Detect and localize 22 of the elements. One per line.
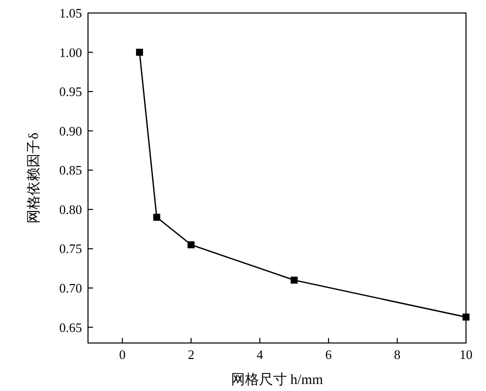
x-tick-label: 0 (119, 347, 126, 362)
x-tick-label: 8 (394, 347, 401, 362)
y-tick-label: 1.00 (59, 44, 82, 60)
x-tick-label: 10 (460, 347, 472, 362)
y-tick-label: 0.75 (59, 241, 82, 256)
point (290, 276, 298, 284)
y-axis-title: 网格依赖因子δ (26, 132, 42, 224)
y-tick-label: 0.65 (59, 320, 82, 335)
point (136, 48, 144, 56)
y-tick-label: 0.90 (59, 123, 82, 138)
y-tick-label: 0.70 (59, 280, 82, 296)
point (462, 314, 470, 321)
point (153, 214, 160, 221)
x-tick-label: 2 (188, 347, 194, 362)
y-tick-label: 1.05 (59, 6, 82, 20)
x-tick-label: 4 (256, 347, 264, 362)
y-tick-label: 0.85 (59, 162, 82, 178)
x-axis-title: 网格尺寸 h/mm (230, 372, 324, 388)
y-tick-label: 0.80 (59, 202, 82, 217)
y-tick-label: 0.95 (59, 84, 82, 100)
point (188, 241, 195, 248)
x-tick-label: 6 (325, 347, 332, 362)
